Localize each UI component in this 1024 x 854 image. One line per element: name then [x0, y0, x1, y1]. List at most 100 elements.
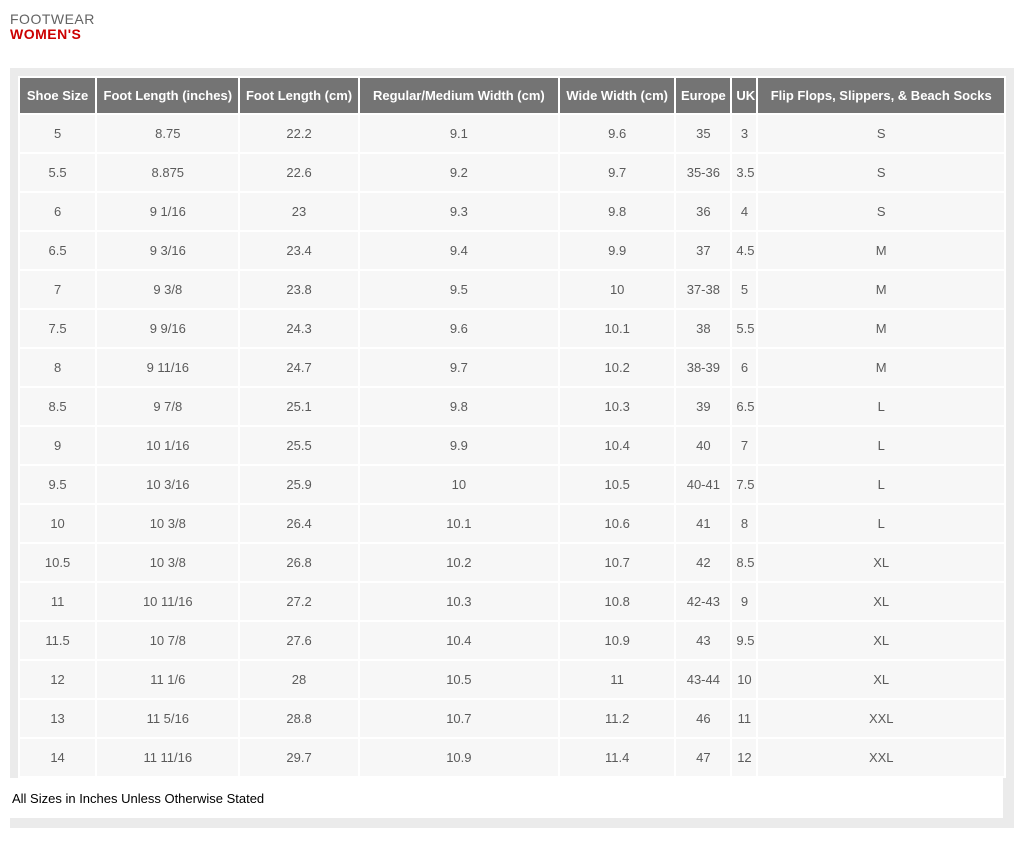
- table-cell: S: [758, 154, 1004, 191]
- table-cell: L: [758, 388, 1004, 425]
- table-cell: XL: [758, 622, 1004, 659]
- table-cell: 35: [676, 115, 731, 152]
- table-cell: S: [758, 115, 1004, 152]
- table-cell: L: [758, 505, 1004, 542]
- table-cell: XXL: [758, 700, 1004, 737]
- column-header: Foot Length (cm): [240, 78, 358, 113]
- table-cell: 10.2: [560, 349, 675, 386]
- table-cell: 10.7: [359, 700, 559, 737]
- table-cell: 5.5: [20, 154, 96, 191]
- table-cell: XL: [758, 583, 1004, 620]
- table-cell: 10.4: [560, 427, 675, 464]
- table-row: 8.5 9 7/8 25.1 9.8 10.3 39 6.5 L: [20, 388, 1004, 425]
- table-row: 11.5 10 7/8 27.6 10.4 10.9 43 9.5 XL: [20, 622, 1004, 659]
- table-cell: 10: [732, 661, 757, 698]
- table-cell: 11.4: [560, 739, 675, 776]
- table-cell: 10.9: [359, 739, 559, 776]
- table-cell: 12: [732, 739, 757, 776]
- table-cell: XXL: [758, 739, 1004, 776]
- table-cell: 13: [20, 700, 96, 737]
- table-cell: 6.5: [20, 232, 96, 269]
- table-cell: 10.9: [560, 622, 675, 659]
- column-header: Foot Length (inches): [97, 78, 239, 113]
- table-cell: 9.2: [359, 154, 559, 191]
- table-cell: 3: [732, 115, 757, 152]
- table-cell: 11 1/6: [97, 661, 239, 698]
- size-table-body: 5 8.75 22.2 9.1 9.6 35 3 S 5.5 8.875 22.6 9.2 9.7 35-…: [20, 115, 1004, 776]
- table-cell: 10.5: [359, 661, 559, 698]
- table-cell: 43: [676, 622, 731, 659]
- table-cell: M: [758, 271, 1004, 308]
- table-cell: 9.6: [359, 310, 559, 347]
- table-cell: L: [758, 427, 1004, 464]
- table-cell: 10: [20, 505, 96, 542]
- table-cell: 8.875: [97, 154, 239, 191]
- table-cell: 10.2: [359, 544, 559, 581]
- table-cell: 11: [732, 700, 757, 737]
- table-cell: 23.8: [240, 271, 358, 308]
- table-cell: 8.5: [732, 544, 757, 581]
- table-cell: 7.5: [732, 466, 757, 503]
- column-header: Flip Flops, Slippers, & Beach Socks: [758, 78, 1004, 113]
- table-cell: 42-43: [676, 583, 731, 620]
- table-cell: 10 1/16: [97, 427, 239, 464]
- table-row: 9.5 10 3/16 25.9 10 10.5 40-41 7.5 L: [20, 466, 1004, 503]
- table-row: 13 11 5/16 28.8 10.7 11.2 46 11 XXL: [20, 700, 1004, 737]
- table-cell: 7: [732, 427, 757, 464]
- table-cell: 10: [359, 466, 559, 503]
- table-cell: 42: [676, 544, 731, 581]
- table-cell: 5.5: [732, 310, 757, 347]
- table-cell: M: [758, 349, 1004, 386]
- column-header: Regular/Medium Width (cm): [359, 78, 559, 113]
- table-cell: 11.5: [20, 622, 96, 659]
- table-cell: 9 7/8: [97, 388, 239, 425]
- table-cell: 6.5: [732, 388, 757, 425]
- table-cell: 38: [676, 310, 731, 347]
- table-cell: 10.6: [560, 505, 675, 542]
- table-cell: 10.4: [359, 622, 559, 659]
- table-cell: 3.5: [732, 154, 757, 191]
- table-cell: 9.4: [359, 232, 559, 269]
- table-cell: 10 3/16: [97, 466, 239, 503]
- table-cell: 8.75: [97, 115, 239, 152]
- table-cell: 11.2: [560, 700, 675, 737]
- table-cell: 4.5: [732, 232, 757, 269]
- category-label: FOOTWEAR: [10, 11, 95, 27]
- table-cell: 22.6: [240, 154, 358, 191]
- table-cell: 7: [20, 271, 96, 308]
- table-cell: 9 11/16: [97, 349, 239, 386]
- table-cell: 41: [676, 505, 731, 542]
- table-cell: 9: [20, 427, 96, 464]
- table-cell: 14: [20, 739, 96, 776]
- table-row: 12 11 1/6 28 10.5 11 43-44 10 XL: [20, 661, 1004, 698]
- table-cell: 9 3/16: [97, 232, 239, 269]
- table-cell: 8: [20, 349, 96, 386]
- column-header: Europe: [676, 78, 731, 113]
- table-row: 10.5 10 3/8 26.8 10.2 10.7 42 8.5 XL: [20, 544, 1004, 581]
- table-cell: XL: [758, 661, 1004, 698]
- table-cell: 9.7: [560, 154, 675, 191]
- table-row: 10 10 3/8 26.4 10.1 10.6 41 8 L: [20, 505, 1004, 542]
- table-cell: 28: [240, 661, 358, 698]
- table-cell: 9.9: [359, 427, 559, 464]
- table-cell: 46: [676, 700, 731, 737]
- table-cell: 5: [732, 271, 757, 308]
- table-cell: 38-39: [676, 349, 731, 386]
- header-row: Shoe Size Foot Length (inches) Foot Length…: [20, 78, 1004, 113]
- table-cell: 9.1: [359, 115, 559, 152]
- table-cell: 10.5: [20, 544, 96, 581]
- table-cell: 47: [676, 739, 731, 776]
- table-cell: 10 3/8: [97, 505, 239, 542]
- table-cell: 24.7: [240, 349, 358, 386]
- size-table-header: Shoe Size Foot Length (inches) Foot Length…: [20, 78, 1004, 113]
- table-cell: 11 5/16: [97, 700, 239, 737]
- table-cell: 10.7: [560, 544, 675, 581]
- table-cell: 23.4: [240, 232, 358, 269]
- table-cell: 10 3/8: [97, 544, 239, 581]
- table-cell: 9.8: [359, 388, 559, 425]
- table-cell: 10.3: [359, 583, 559, 620]
- table-cell: 9.8: [560, 193, 675, 230]
- table-cell: 4: [732, 193, 757, 230]
